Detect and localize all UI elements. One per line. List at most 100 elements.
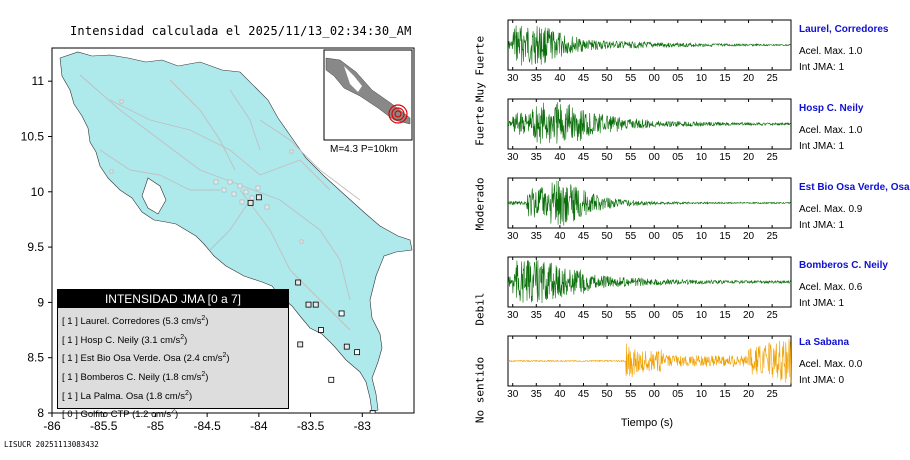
colorbar-category-label: Muy Fuerte	[473, 35, 487, 102]
intensity-legend: INTENSIDAD JMA [0 a 7] [ 1 ] Laurel. Cor…	[57, 289, 289, 420]
waveform-tick-label: 05	[672, 152, 684, 163]
map-x-tick-label: -83	[354, 419, 372, 433]
map-y-tick-label: 9.5	[27, 240, 44, 254]
waveform-tick-label: 35	[531, 310, 543, 321]
legend-level: [ 1 ]	[62, 334, 78, 346]
waveform-tick-label: 45	[578, 231, 590, 242]
waveform-trace	[507, 25, 792, 66]
location-inset	[323, 49, 413, 141]
waveform-tick-label: 25	[767, 73, 779, 84]
legend-name: Hosp C. Neily	[80, 334, 139, 346]
legend-value: (1.2 cm/s	[132, 409, 172, 421]
epicenter-marker	[388, 104, 408, 124]
waveform-tick-label: 20	[743, 231, 755, 242]
legend-row: [ 1 ] Bomberos C. Neily (1.8 cm/s2)	[62, 367, 284, 386]
station-name: Bomberos C. Neily	[799, 260, 888, 271]
waveform-tick-label: 05	[672, 389, 684, 400]
waveform-trace	[507, 338, 792, 384]
legend-level: [ 1 ]	[62, 390, 78, 402]
waveform-tick-label: 15	[719, 231, 731, 242]
map-y-tick-label: 8.5	[27, 351, 44, 365]
map-y-tick-label: 10	[31, 185, 45, 199]
station-max-accel: Acel. Max. 1.0	[799, 125, 863, 136]
legend-row: [ 1 ] La Palma. Osa (1.8 cm/s2)	[62, 386, 284, 405]
station-label-block: Est Bio Osa Verde, Osa Acel. Max. 0.9 Int …	[799, 182, 910, 231]
waveform-tick-label: 15	[719, 152, 731, 163]
map-x-tick-label: -86	[43, 419, 61, 433]
map-x-tick-label: -84.5	[193, 419, 221, 433]
waveform-tick-label: 05	[672, 310, 684, 321]
time-axis-label: Tiempo (s)	[621, 417, 673, 429]
legend-row: [ 1 ] Laurel. Corredores (5.3 cm/s2)	[62, 311, 284, 330]
waveform-tick-label: 40	[554, 310, 566, 321]
waveform-tick-label: 50	[601, 231, 613, 242]
colorbar-category-label: No sentido	[473, 356, 487, 423]
waveform-tick-label: 15	[719, 310, 731, 321]
map-y-tick-label: 9	[37, 295, 44, 309]
waveform-panels: 30 35 40 45 50 55 00 05 10 15 20 25 30 35 40 45 50 55 00 05…	[507, 19, 792, 429]
legend-exp: 2	[201, 315, 206, 322]
legend-close: )	[175, 409, 179, 421]
legend-value: (5.3 cm/s	[162, 316, 202, 328]
legend-close: )	[226, 353, 230, 365]
waveform-panel: 30 35 40 45 50 55 00 05 10 15 20 25	[507, 19, 792, 84]
figure-title: Intensidad calculada el 2025/11/13_02:34…	[70, 24, 412, 38]
colorbar-category-label: Debil	[473, 292, 487, 326]
station-jma-intensity: Int JMA: 1	[799, 141, 845, 152]
station-marker	[295, 279, 302, 286]
waveform-tick-label: 20	[743, 73, 755, 84]
waveform-panel: 30 35 40 45 50 55 00 05 10 15 20 25	[507, 256, 792, 321]
waveform-tick-label: 35	[531, 152, 543, 163]
station-marker	[328, 376, 335, 383]
legend-row: [ 0 ] Golfito CTP (1.2 cm/s2)	[62, 404, 284, 423]
map-x-tick-label: -83.5	[297, 419, 325, 433]
legend-row: [ 1 ] Est Bio Osa Verde. Osa (2.4 cm/s2)	[62, 348, 284, 367]
colorbar-category-label: Moderado	[473, 177, 487, 231]
waveform-panel: 30 35 40 45 50 55 00 05 10 15 20 25	[507, 335, 792, 400]
station-marker	[343, 343, 350, 350]
waveform-tick-label: 25	[767, 310, 779, 321]
legend-exp: 2	[222, 352, 227, 360]
map-x-ticks: -86 -85.5 -85 -84.5 -84 -83.5 -83	[43, 413, 371, 433]
legend-name: Golfito CTP	[80, 409, 130, 421]
map-x-tick-label: -85	[147, 419, 165, 433]
station-marker	[305, 301, 312, 308]
waveform-trace	[507, 260, 792, 304]
waveform-tick-label: 30	[507, 152, 519, 163]
waveform-tick-label: 30	[507, 231, 519, 242]
legend-name: La Palma. Osa	[80, 390, 144, 402]
station-marker	[247, 199, 254, 206]
waveform-tick-label: 55	[625, 310, 637, 321]
waveform-tick-label: 10	[696, 310, 708, 321]
waveform-tick-label: 05	[672, 231, 684, 242]
station-label-block: La Sabana Acel. Max. 0.0 Int JMA: 0	[799, 337, 862, 386]
station-marker	[338, 310, 345, 317]
waveform-tick-label: 45	[578, 73, 590, 84]
station-marker	[312, 301, 319, 308]
waveform-frame	[507, 19, 792, 71]
legend-value: (1.8 cm/s	[162, 372, 202, 384]
legend-value: (3.1 cm/s	[141, 334, 181, 346]
station-max-accel: Acel. Max. 0.0	[799, 359, 863, 370]
station-name: Laurel, Corredores	[799, 24, 889, 35]
legend-close: )	[205, 372, 209, 384]
waveform-tick-label: 30	[507, 310, 519, 321]
waveform-tick-label: 55	[625, 231, 637, 242]
waveform-tick-label: 10	[696, 389, 708, 400]
legend-exp: 2	[180, 333, 185, 341]
station-label-block: Laurel, Corredores Acel. Max. 1.0 Int JMA:…	[799, 24, 888, 73]
map-x-tick-label: -84	[250, 419, 268, 433]
waveform-tick-label: 30	[507, 389, 519, 400]
waveform-tick-label: 20	[743, 389, 755, 400]
footer-id: LISUCR 20251113083432	[4, 440, 99, 449]
waveform-tick-label: 35	[531, 231, 543, 242]
waveform-tick-label: 00	[649, 231, 661, 242]
waveform-tick-label: 25	[767, 152, 779, 163]
waveform-tick-label: 20	[743, 152, 755, 163]
waveform-tick-label: 10	[696, 231, 708, 242]
station-name: Est Bio Osa Verde, Osa	[799, 182, 910, 193]
station-marker	[369, 410, 376, 413]
map-y-tick-label: 11	[32, 74, 45, 88]
legend-exp: 2	[185, 389, 189, 397]
legend-level: [ 1 ]	[62, 372, 78, 384]
